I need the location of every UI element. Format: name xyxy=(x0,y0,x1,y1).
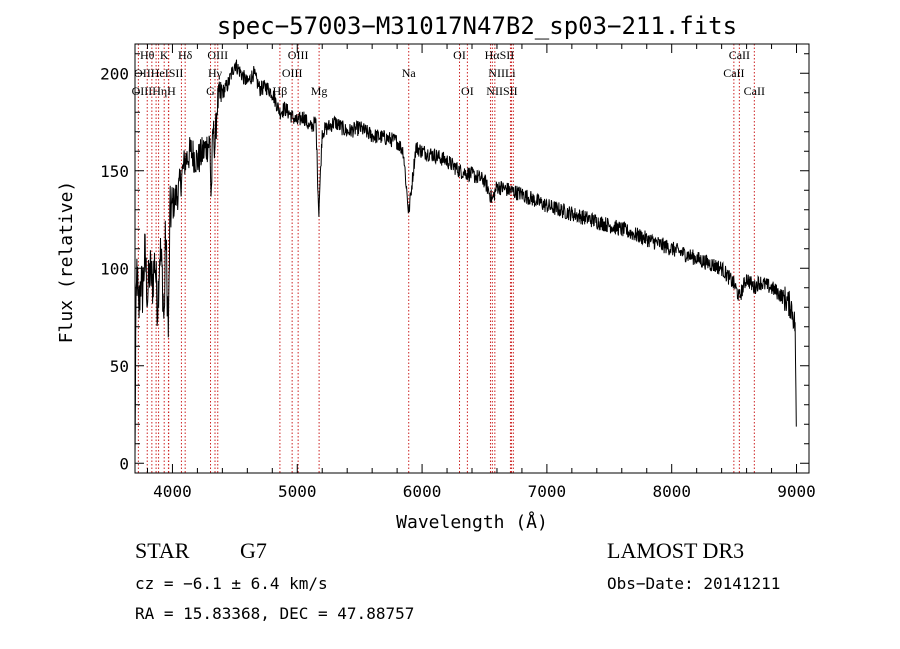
x-axis-ticks: 4000 5000 6000 7000 8000 9000 xyxy=(146,44,816,501)
spectral-line-markers xyxy=(137,44,755,473)
line-label-0-7: CaII xyxy=(729,48,750,62)
y-axis-label: Flux (relative) xyxy=(56,181,77,344)
line-label-0-4: OIII xyxy=(288,48,309,62)
line-label-1-0: OIIHeISII xyxy=(134,66,183,80)
y-tick-label: 50 xyxy=(110,357,129,376)
line-label-1-1: Hγ xyxy=(208,66,223,80)
y-tick-label: 200 xyxy=(100,64,129,83)
x-tick-label: 6000 xyxy=(403,482,442,501)
line-label-2-0: OIIIHηH xyxy=(132,84,177,98)
x-axis-label: Wavelength (Å) xyxy=(396,511,548,533)
y-tick-label: 0 xyxy=(119,454,129,473)
x-tick-label: 4000 xyxy=(153,482,192,501)
line-label-1-2: OIII xyxy=(282,66,303,80)
line-label-0-5: OI xyxy=(453,48,466,62)
x-tick-label: 8000 xyxy=(652,482,691,501)
line-label-2-3: Mg xyxy=(311,84,328,98)
y-tick-label: 150 xyxy=(100,162,129,181)
observation-date: Obs−Date: 20141211 xyxy=(607,574,781,593)
line-label-1-3: Na xyxy=(402,66,417,80)
object-subclass: G7 xyxy=(240,538,267,563)
survey-label: LAMOST DR3 xyxy=(607,538,745,563)
line-label-2-6: CaII xyxy=(744,84,765,98)
x-tick-label: 5000 xyxy=(278,482,317,501)
y-tick-label: 100 xyxy=(100,259,129,278)
line-label-0-2: Hδ xyxy=(178,48,193,62)
y-axis-ticks: 0 50 100 150 200 xyxy=(100,53,809,473)
line-label-2-4: OI xyxy=(461,84,474,98)
line-label-0-3: OIII xyxy=(207,48,228,62)
line-label-2-5: NIISII xyxy=(486,84,517,98)
redshift-cz: cz = −6.1 ± 6.4 km/s xyxy=(135,574,328,593)
line-label-0-1: K xyxy=(160,48,169,62)
flux-series-line xyxy=(134,59,797,455)
line-label-2-1: G xyxy=(206,84,215,98)
spectral-line-labels: Hθ K Hδ OIII OIII OI HαSII CaII OIIHeISII Hγ OIII N… xyxy=(132,48,765,98)
line-label-0-0: Hθ xyxy=(140,48,155,62)
line-label-0-6: HαSII xyxy=(485,48,515,62)
line-label-1-4: NIILi xyxy=(488,66,516,80)
line-label-1-5: CaII xyxy=(723,66,744,80)
line-label-2-2: Hβ xyxy=(273,84,288,98)
sky-coordinates: RA = 15.83368, DEC = 47.88757 xyxy=(135,604,415,623)
chart-title: spec−57003−M31017N47B2_sp03−211.fits xyxy=(217,12,737,40)
object-class: STAR xyxy=(135,538,190,563)
x-tick-label: 7000 xyxy=(528,482,567,501)
x-tick-label: 9000 xyxy=(777,482,816,501)
